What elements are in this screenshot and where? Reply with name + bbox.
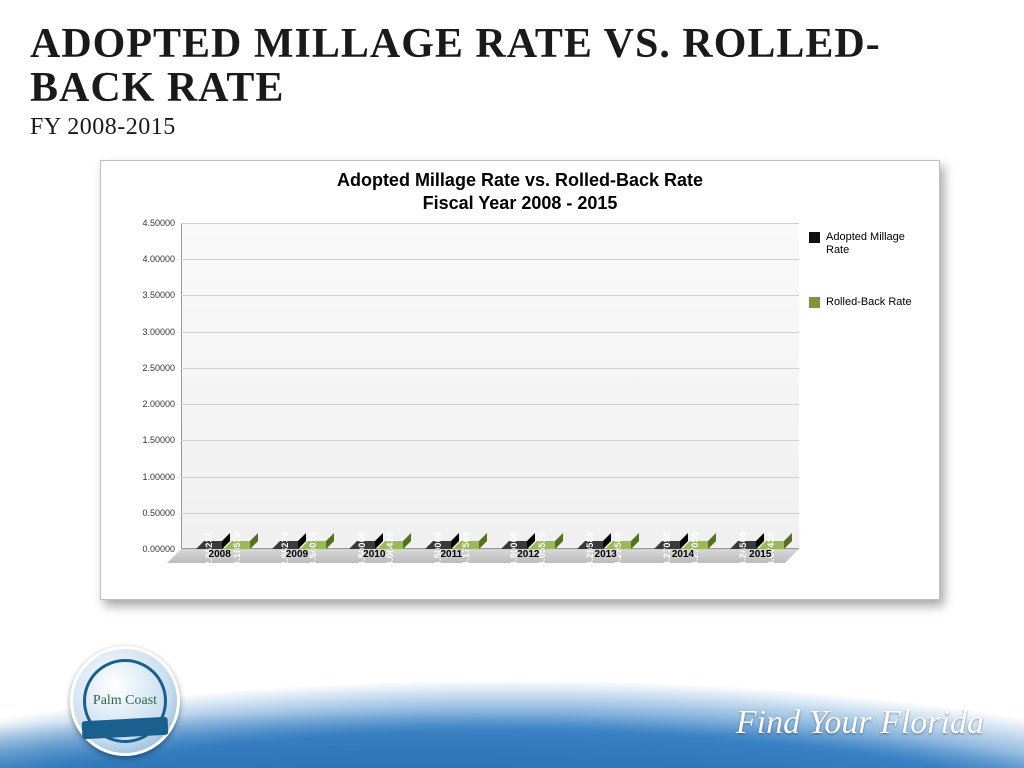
y-tick-label: 3.50000 (142, 290, 181, 300)
footer-slogan: Find Your Florida (736, 704, 984, 742)
x-tick-label: 2008 (209, 549, 231, 567)
gridline (181, 332, 799, 333)
chart-legend: Adopted Millage Rate Rolled-Back Rate (809, 231, 929, 349)
y-tick-label: 2.00000 (142, 399, 181, 409)
gridline (181, 513, 799, 514)
y-tick-label: 2.50000 (142, 363, 181, 373)
y-tick-label: 4.00000 (142, 254, 181, 264)
x-tick-label: 2009 (286, 549, 308, 567)
chart-plot: 2.962343.185302.962303.540103.500004.064… (181, 223, 799, 549)
y-tick-label: 3.00000 (142, 327, 181, 337)
gridline (181, 368, 799, 369)
chart-panel: Adopted Millage Rate vs. Rolled-Back Rat… (100, 160, 940, 600)
chart-bars: 2.962343.185302.962303.540103.500004.064… (181, 223, 799, 549)
legend-label-rolled: Rolled-Back Rate (826, 296, 912, 309)
y-tick-label: 0.50000 (142, 508, 181, 518)
page-title: Adopted Millage Rate vs. Rolled-Back Rat… (30, 22, 930, 110)
y-tick-label: 1.50000 (142, 435, 181, 445)
chart-title-line1: Adopted Millage Rate vs. Rolled-Back Rat… (337, 170, 703, 190)
x-tick-label: 2014 (672, 549, 694, 567)
gridline (181, 477, 799, 478)
y-tick-label: 4.50000 (142, 218, 181, 228)
y-tick-label: 1.00000 (142, 472, 181, 482)
title-block: Adopted Millage Rate vs. Rolled-Back Rat… (30, 22, 930, 141)
legend-swatch-rolled (809, 297, 820, 308)
legend-item-adopted: Adopted Millage Rate (809, 231, 929, 256)
gridline (181, 295, 799, 296)
chart-title-line2: Fiscal Year 2008 - 2015 (101, 192, 939, 215)
chart-body: 2.962343.185302.962303.540103.500004.064… (131, 223, 799, 567)
gridline (181, 440, 799, 441)
gridline (181, 223, 799, 224)
gridline (181, 404, 799, 405)
x-tick-label: 2010 (363, 549, 385, 567)
x-tick-label: 2011 (440, 549, 462, 567)
city-seal-logo: Palm Coast (70, 646, 180, 756)
y-tick-label: 0.00000 (142, 544, 181, 554)
x-tick-label: 2012 (517, 549, 539, 567)
legend-label-adopted: Adopted Millage Rate (826, 231, 929, 256)
footer-wave: Palm Coast Find Your Florida (0, 628, 1024, 768)
x-tick-label: 2013 (595, 549, 617, 567)
legend-item-rolled: Rolled-Back Rate (809, 296, 929, 309)
gridline (181, 259, 799, 260)
chart-title: Adopted Millage Rate vs. Rolled-Back Rat… (101, 161, 939, 214)
chart-x-axis: 2008 2009 2010 2011 2012 2013 2014 2015 (181, 549, 799, 567)
page-subtitle: FY 2008-2015 (30, 114, 930, 141)
slide: Adopted Millage Rate vs. Rolled-Back Rat… (0, 0, 1024, 768)
legend-swatch-adopted (809, 232, 820, 243)
x-tick-label: 2015 (749, 549, 771, 567)
